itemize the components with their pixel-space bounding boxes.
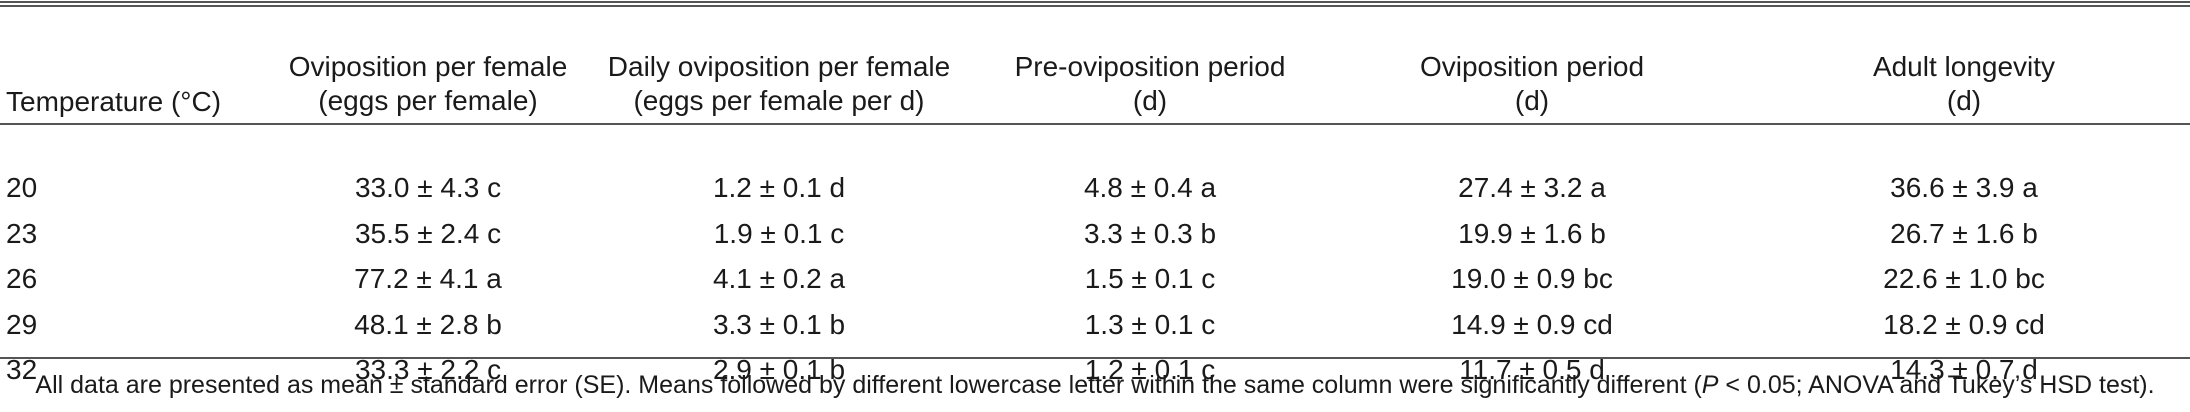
- cell-daily-oviposition: 4.1 ± 0.2 a: [712, 263, 846, 294]
- table-row: 32 33.3 ± 2.2 c 2.9 ± 0.1 b 1.2 ± 0.1 c …: [0, 347, 2190, 393]
- header-line-2: (d): [1514, 84, 1550, 116]
- header-oviposition-per-female: Oviposition per female (eggs per female): [272, 8, 584, 159]
- header-line-1: Daily oviposition per female: [607, 50, 951, 82]
- oviposition-table: Temperature (°C) Oviposition per female …: [0, 8, 2190, 393]
- table-header: Temperature (°C) Oviposition per female …: [0, 8, 2190, 159]
- cell-oviposition-per-female: 35.5 ± 2.4 c: [354, 217, 502, 249]
- cell-temperature: 20: [6, 172, 38, 203]
- top-rule-1: [0, 1, 2190, 3]
- cell-daily-oviposition: 2.9 ± 0.1 b: [712, 354, 846, 385]
- cell-adult-longevity: 18.2 ± 0.9 cd: [1883, 308, 2045, 340]
- table-row: 26 77.2 ± 4.1 a 4.1 ± 0.2 a 1.5 ± 0.1 c …: [0, 256, 2190, 302]
- cell-pre-oviposition-period: 1.2 ± 0.1 c: [1084, 354, 1216, 385]
- header-temperature-label: Temperature (°C): [6, 85, 222, 117]
- cell-oviposition-period: 19.9 ± 1.6 b: [1458, 217, 1606, 249]
- cell-daily-oviposition: 1.2 ± 0.1 d: [712, 172, 846, 203]
- cell-oviposition-period: 27.4 ± 3.2 a: [1458, 172, 1606, 203]
- header-line-1: Pre-oviposition period: [1014, 50, 1286, 82]
- header-line-2: (eggs per female per d): [633, 84, 925, 116]
- header-line-1: Oviposition per female: [288, 50, 568, 82]
- cell-temperature: 32: [6, 354, 38, 385]
- cell-temperature: 26: [6, 263, 38, 294]
- cell-adult-longevity: 36.6 ± 3.9 a: [1890, 172, 2038, 203]
- cell-adult-longevity: 22.6 ± 1.0 bc: [1883, 263, 2045, 294]
- table-footnote: All data are presented as mean ± standar…: [0, 368, 2190, 402]
- header-temperature: Temperature (°C): [0, 8, 272, 159]
- header-line-2: (d): [1132, 84, 1168, 116]
- cell-pre-oviposition-period: 3.3 ± 0.3 b: [1083, 217, 1217, 249]
- table-row: 29 48.1 ± 2.8 b 3.3 ± 0.1 b 1.3 ± 0.1 c …: [0, 302, 2190, 348]
- table-body: 20 33.0 ± 4.3 c 1.2 ± 0.1 d 4.8 ± 0.4 a …: [0, 159, 2190, 393]
- header-line-2: (eggs per female): [318, 84, 538, 116]
- cell-temperature: 23: [6, 217, 38, 249]
- header-line-1: Adult longevity: [1872, 50, 2056, 82]
- table-row: 23 35.5 ± 2.4 c 1.9 ± 0.1 c 3.3 ± 0.3 b …: [0, 211, 2190, 257]
- cell-pre-oviposition-period: 1.5 ± 0.1 c: [1084, 263, 1216, 294]
- cell-oviposition-period: 11.7 ± 0.5 d: [1459, 354, 1605, 385]
- header-oviposition-period: Oviposition period (d): [1326, 8, 1738, 159]
- cell-oviposition-per-female: 77.2 ± 4.1 a: [354, 263, 502, 294]
- cell-oviposition-per-female: 33.0 ± 4.3 c: [354, 172, 502, 203]
- header-line-1: Oviposition period: [1419, 50, 1645, 82]
- top-rule-2: [0, 5, 2190, 7]
- header-daily-oviposition: Daily oviposition per female (eggs per f…: [584, 8, 974, 159]
- cell-temperature: 29: [6, 308, 38, 340]
- footnote-text-after: < 0.05; ANOVA and Tukey’s HSD test).: [1718, 371, 2155, 399]
- header-rule: [0, 123, 2190, 125]
- cell-pre-oviposition-period: 4.8 ± 0.4 a: [1083, 172, 1217, 203]
- cell-oviposition-period: 19.0 ± 0.9 bc: [1451, 263, 1613, 294]
- header-line-2: (d): [1946, 84, 1982, 116]
- cell-oviposition-per-female: 48.1 ± 2.8 b: [354, 308, 502, 340]
- table-row: 20 33.0 ± 4.3 c 1.2 ± 0.1 d 4.8 ± 0.4 a …: [0, 159, 2190, 211]
- cell-pre-oviposition-period: 1.3 ± 0.1 c: [1084, 308, 1216, 340]
- bottom-rule: [0, 357, 2190, 359]
- cell-adult-longevity: 14.3 ± 0.7 d: [1890, 354, 2038, 385]
- cell-daily-oviposition: 3.3 ± 0.1 b: [712, 308, 846, 340]
- cell-adult-longevity: 26.7 ± 1.6 b: [1890, 217, 2038, 249]
- footnote-p-symbol: P: [1701, 371, 1719, 399]
- header-pre-oviposition-period: Pre-oviposition period (d): [974, 8, 1326, 159]
- header-adult-longevity: Adult longevity (d): [1738, 8, 2190, 159]
- footnote-text-before: All data are presented as mean ± standar…: [35, 371, 1702, 399]
- cell-daily-oviposition: 1.9 ± 0.1 c: [713, 217, 845, 249]
- cell-oviposition-per-female: 33.3 ± 2.2 c: [354, 354, 502, 385]
- header-row: Temperature (°C) Oviposition per female …: [0, 8, 2190, 159]
- cell-oviposition-period: 14.9 ± 0.9 cd: [1451, 308, 1613, 340]
